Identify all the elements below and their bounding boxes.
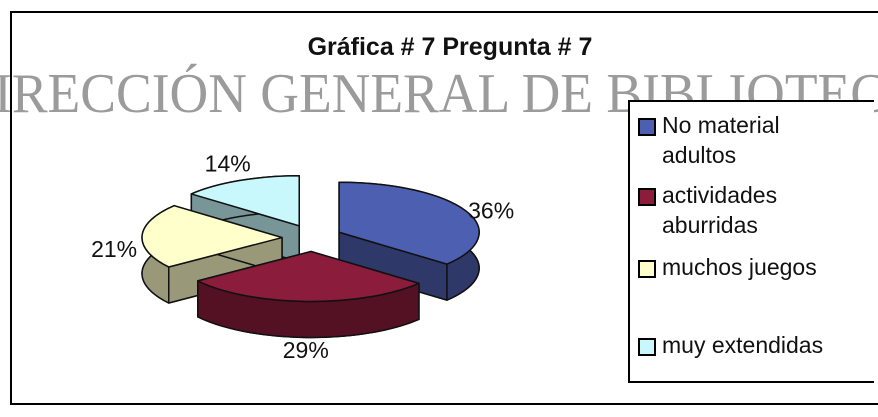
legend-swatch	[638, 260, 656, 278]
legend-label: actividades aburridas	[662, 182, 778, 238]
slice-top	[197, 250, 420, 303]
legend-item: muchos juegos	[638, 252, 862, 282]
slice	[141, 204, 283, 304]
data-label: 21%	[91, 236, 137, 262]
chart-title: Gráfica # 7 Pregunta # 7	[308, 33, 593, 61]
slice-top	[338, 181, 480, 265]
legend-item: No material adultos	[638, 110, 812, 170]
data-label: 36%	[468, 197, 514, 223]
slice-top	[141, 204, 283, 268]
legend-label: No material adultos	[662, 112, 780, 168]
pie	[141, 175, 480, 339]
slice	[197, 250, 420, 339]
legend: No material adultos actividades aburridas…	[628, 100, 874, 383]
legend-swatch	[638, 188, 656, 206]
legend-item: muy extendidas	[638, 330, 862, 360]
legend-swatch	[638, 338, 656, 356]
slice	[338, 181, 480, 301]
data-label: 29%	[283, 337, 329, 363]
legend-label: muchos juegos	[662, 254, 817, 280]
legend-swatch	[638, 118, 656, 136]
slice-top	[190, 175, 300, 227]
legend-item: actividades aburridas	[638, 180, 862, 240]
data-label: 14%	[205, 150, 251, 176]
legend-label: muy extendidas	[662, 332, 824, 358]
chart-frame	[10, 11, 878, 405]
